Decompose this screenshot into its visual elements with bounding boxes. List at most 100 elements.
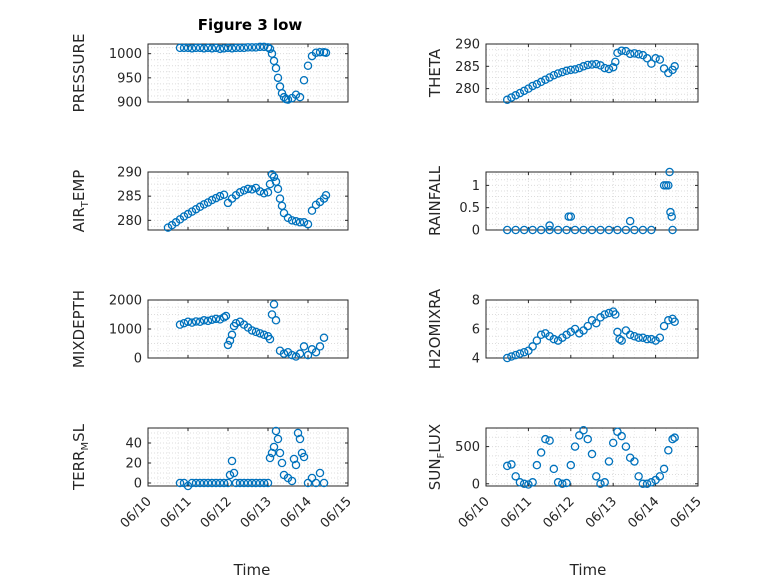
data-point [668, 434, 677, 444]
data-point [536, 225, 546, 235]
plot-area [148, 172, 348, 230]
x-tick-label: 06/12 [198, 494, 235, 531]
data-point [507, 460, 516, 469]
data-point [655, 472, 665, 481]
data-point [570, 65, 580, 74]
data-point [604, 457, 614, 466]
y-axis-label: TERRMSL [70, 423, 91, 491]
data-point [215, 191, 225, 201]
data-point [566, 460, 576, 470]
data-point [665, 167, 674, 177]
subplot-1: 900 950 1000 PRESSURE [70, 34, 349, 112]
data-point [195, 478, 205, 488]
y-axis-label: SUNFLUX [426, 424, 447, 490]
data-point [247, 43, 257, 52]
y-tick-label: 290 [455, 38, 480, 53]
data-point [670, 317, 679, 326]
data-point [311, 347, 321, 357]
data-point [175, 43, 185, 53]
data-point [251, 327, 261, 337]
data-point [575, 329, 584, 338]
data-point [191, 43, 201, 53]
data-point [625, 216, 635, 226]
data-point [553, 478, 563, 487]
data-point [553, 336, 563, 345]
data-point [545, 73, 554, 82]
data-point [303, 61, 313, 71]
data-point [566, 65, 576, 75]
data-point [583, 434, 593, 444]
data-point [613, 48, 622, 58]
y-tick-label: 0 [472, 477, 480, 492]
data-point [617, 431, 626, 441]
data-point [267, 170, 277, 179]
data-point [203, 43, 213, 53]
data-point [297, 448, 307, 458]
data-point [311, 48, 321, 57]
data-point [519, 347, 529, 357]
data-point [664, 446, 673, 455]
data-point [591, 59, 601, 69]
data-point [219, 190, 229, 199]
y-tick-label: 0 [134, 477, 142, 492]
data-point [287, 216, 297, 225]
y-axis-label: RAINFALL [426, 165, 444, 236]
data-point [638, 479, 648, 489]
data-point [621, 225, 631, 235]
data-point [243, 184, 253, 194]
data-point [566, 212, 576, 221]
data-point [613, 225, 622, 235]
data-point [511, 225, 520, 235]
data-point [545, 221, 554, 230]
data-point [667, 212, 676, 221]
data-point [664, 181, 673, 190]
y-tick-label: 1000 [109, 323, 142, 338]
data-point [229, 468, 239, 478]
data-point [263, 478, 273, 488]
plot-area [486, 172, 698, 230]
data-point [231, 318, 241, 328]
data-point [221, 311, 231, 321]
data-point [235, 188, 245, 197]
data-point [215, 44, 225, 54]
data-point [600, 310, 609, 319]
data-point [195, 43, 205, 53]
data-point [524, 84, 533, 93]
data-point [295, 92, 305, 102]
data-point [608, 438, 618, 448]
data-point [235, 478, 245, 488]
subplot-4: 0 0.5 1 RAINFALL [426, 165, 699, 239]
x-tick-label: 06/11 [498, 494, 535, 531]
subplot-3: 280 285 290 AIRTEMP [70, 166, 349, 233]
data-point [549, 464, 559, 474]
data-point [625, 49, 635, 59]
data-point [634, 472, 643, 481]
axes-frame [485, 43, 699, 103]
data-point [223, 43, 233, 53]
data-point [225, 470, 235, 480]
data-point [655, 333, 665, 342]
data-point [549, 70, 559, 80]
data-point [255, 42, 265, 52]
data-point [259, 330, 269, 340]
data-point [225, 336, 235, 345]
y-tick-label: 1 [472, 179, 480, 194]
y-axis-label: AIRTEMP [70, 170, 91, 233]
data-point [502, 95, 512, 105]
y-tick-label: 285 [117, 190, 142, 205]
data-point [670, 433, 679, 442]
data-point [655, 55, 665, 64]
data-point [199, 316, 209, 325]
data-point [566, 327, 576, 337]
data-point [634, 50, 643, 59]
data-point [271, 316, 281, 325]
data-point [291, 460, 301, 470]
data-point [299, 452, 309, 462]
subplot-6: 4 6 8 H2OMIXRA [426, 288, 699, 369]
data-point [299, 342, 309, 351]
data-point [279, 349, 289, 358]
data-point [621, 46, 631, 56]
data-point [283, 95, 293, 104]
data-point [587, 449, 597, 459]
data-point [600, 478, 609, 487]
